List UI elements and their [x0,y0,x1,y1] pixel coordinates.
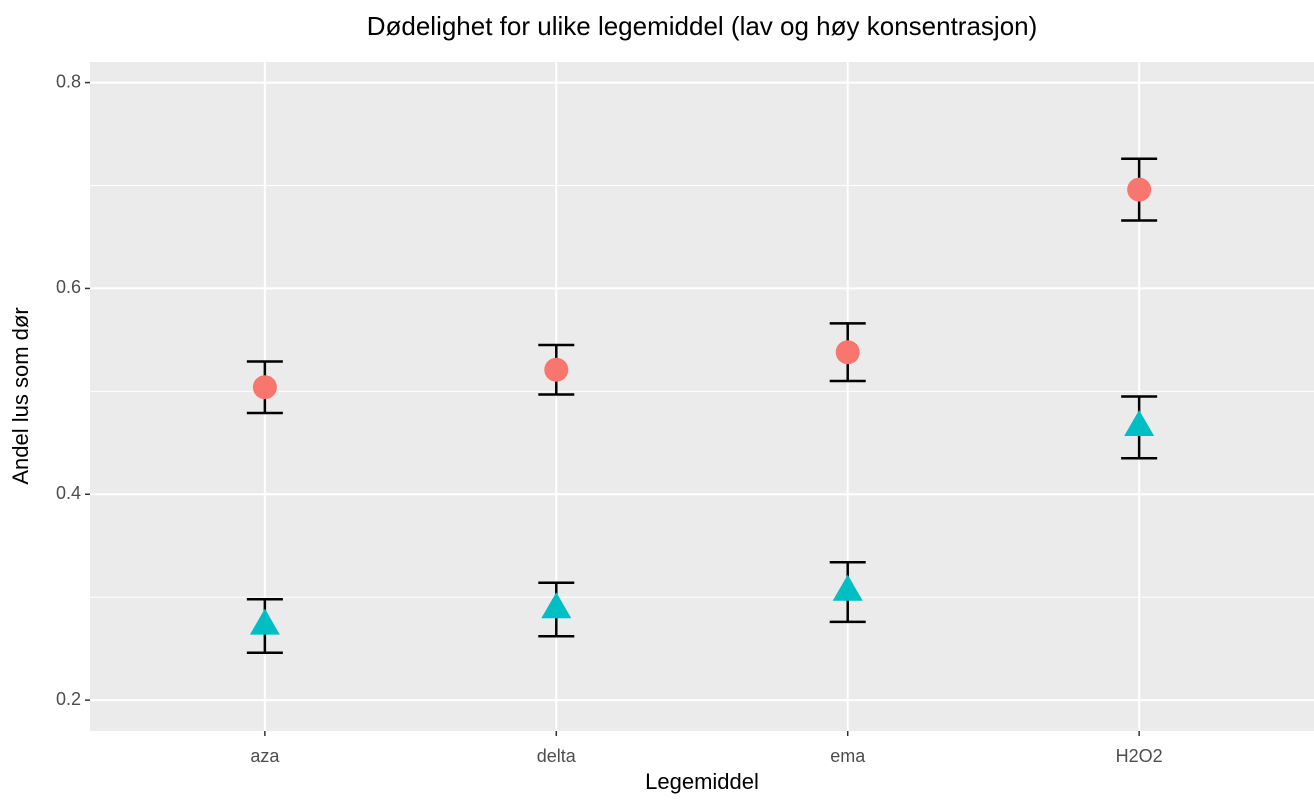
point [1127,177,1152,202]
y-tick-label: 0.6 [56,277,81,297]
x-tick-label: H2O2 [1116,746,1163,766]
y-axis-title: Andel lus som dør [8,307,33,484]
x-tick-label: delta [537,746,577,766]
point [1124,410,1155,437]
point [249,608,280,635]
point [832,574,863,601]
x-axis-title: Legemiddel [645,769,759,794]
panel [90,62,1314,731]
x-tick-label: aza [250,746,280,766]
y-tick-label: 0.2 [56,689,81,709]
y-tick-label: 0.8 [56,71,81,91]
point [541,592,572,619]
chart-title: Dødelighet for ulike legemiddel (lav og … [367,11,1038,41]
x-tick-label: ema [830,746,866,766]
point [835,340,860,365]
point [252,375,277,400]
point [544,357,569,382]
y-tick-label: 0.4 [56,483,81,503]
